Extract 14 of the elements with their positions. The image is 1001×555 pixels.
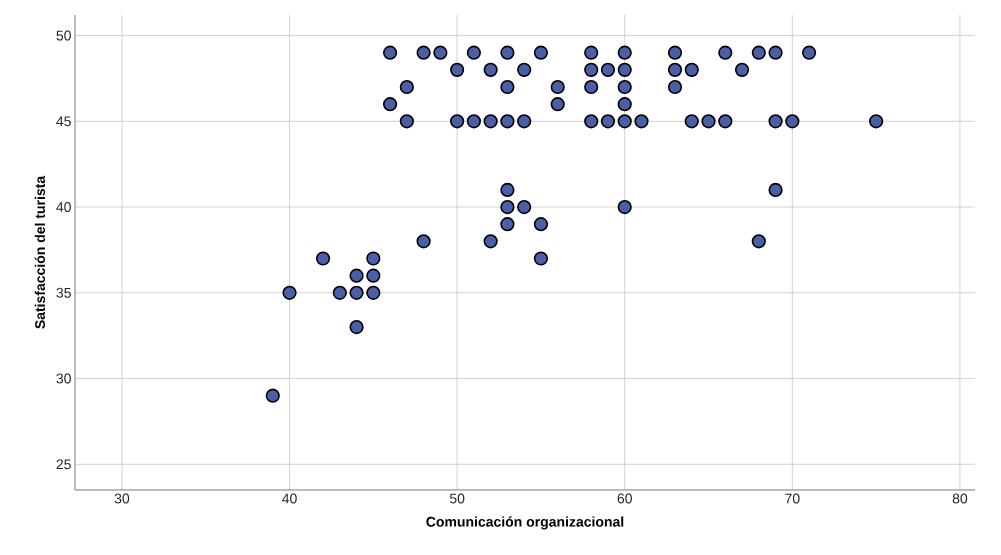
y-tick-label: 45 — [56, 116, 71, 127]
x-tick-label: 70 — [785, 493, 800, 504]
y-axis-title: Satisfacción del turista — [34, 175, 46, 329]
x-tick-label: 30 — [114, 493, 130, 504]
y-tick-label: 40 — [56, 202, 71, 213]
y-tick-label: 50 — [56, 30, 71, 41]
y-tick-label: 30 — [56, 373, 71, 384]
x-tick-label: 40 — [282, 493, 297, 504]
x-tick-label: 50 — [449, 493, 465, 504]
y-tick-label: 35 — [56, 287, 71, 298]
x-tick-label: 60 — [617, 493, 632, 504]
y-tick-label: 25 — [56, 459, 71, 470]
x-axis-title: Comunicación organizacional — [426, 516, 624, 530]
x-tick-label: 80 — [952, 493, 968, 504]
